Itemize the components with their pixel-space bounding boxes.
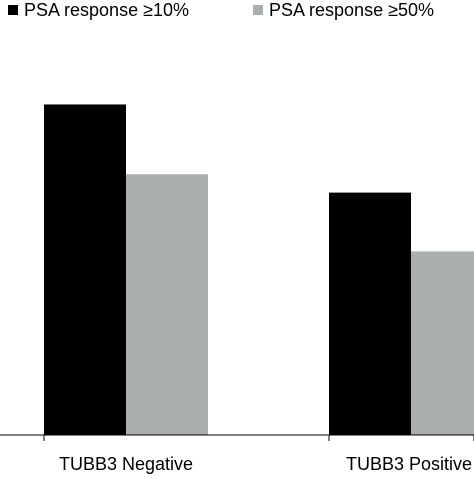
legend-label-psa-10: PSA response ≥10% (24, 0, 189, 20)
legend: PSA response ≥10% PSA response ≥50% (8, 0, 434, 20)
bar-tubb3-negative-series-1 (44, 104, 126, 435)
legend-label-psa-50: PSA response ≥50% (269, 0, 434, 20)
bar-tubb3-positive-series-1 (329, 192, 411, 435)
x-tick-label-tubb3-positive: TUBB3 Positive (346, 454, 472, 474)
x-axis-ticks (43, 435, 474, 441)
legend-swatch-psa-50 (253, 5, 263, 15)
bar-tubb3-negative-series-2 (126, 174, 208, 435)
bars (44, 104, 474, 435)
bar-tubb3-positive-series-2 (411, 251, 474, 435)
x-tick-label-tubb3-negative: TUBB3 Negative (59, 454, 193, 474)
legend-swatch-psa-10 (8, 5, 18, 15)
